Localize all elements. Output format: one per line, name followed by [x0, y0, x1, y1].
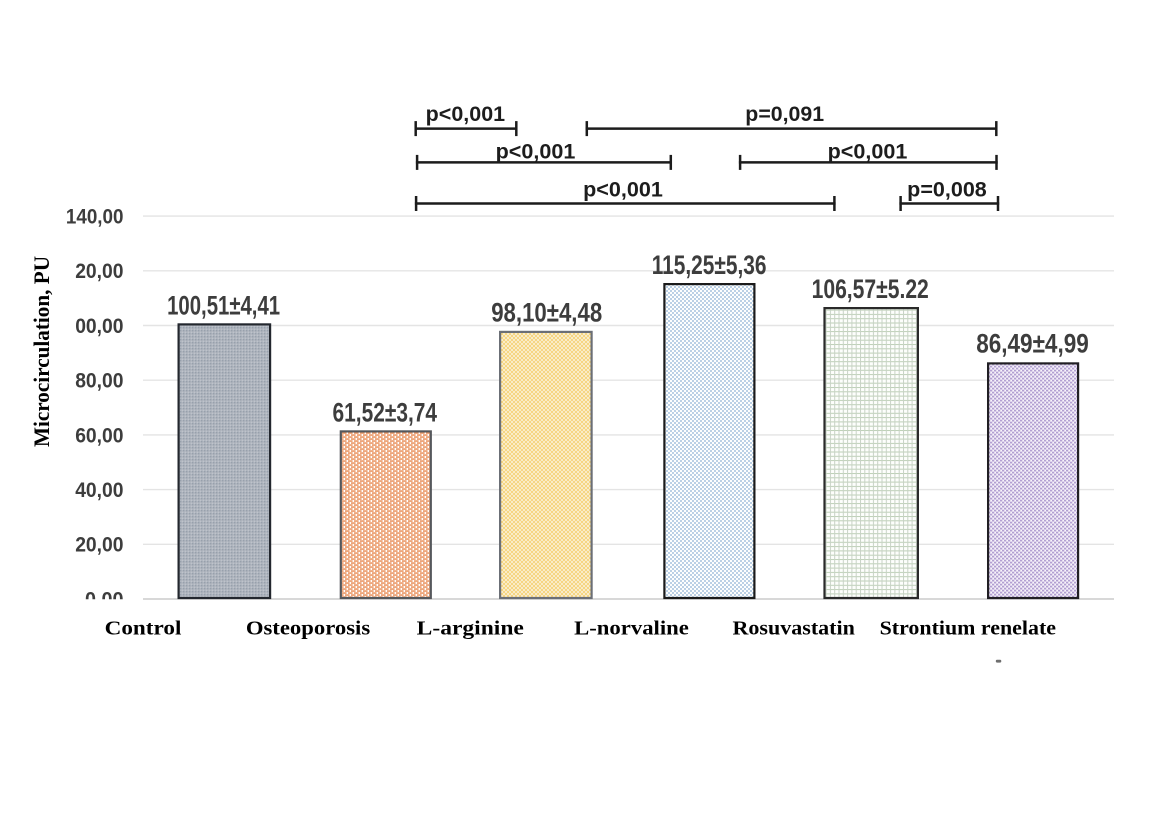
svg-text:Rosuvastatin: Rosuvastatin [733, 618, 855, 640]
svg-text:p<0,001: p<0,001 [426, 103, 506, 126]
svg-text:p<0,001: p<0,001 [583, 178, 663, 201]
svg-text:0,00: 0,00 [85, 589, 124, 612]
svg-text:L-norvaline: L-norvaline [574, 618, 689, 640]
svg-text:115,25±5,36: 115,25±5,36 [652, 250, 767, 280]
svg-text:p<0,001: p<0,001 [496, 141, 576, 164]
svg-text:40,00: 40,00 [75, 479, 123, 502]
svg-text:61,52±3,74: 61,52±3,74 [333, 398, 438, 428]
svg-text:00,00: 00,00 [75, 315, 123, 338]
svg-text:Osteoporosis: Osteoporosis [246, 618, 371, 640]
svg-text:p=0,091: p=0,091 [745, 103, 824, 126]
svg-text:Control: Control [105, 618, 182, 640]
svg-text:98,10±4,48: 98,10±4,48 [491, 297, 602, 327]
svg-text:Strontium renelate: Strontium renelate [880, 618, 1057, 640]
svg-text:80,00: 80,00 [75, 370, 123, 393]
svg-text:100,51±4,41: 100,51±4,41 [167, 290, 280, 320]
svg-text:20,00: 20,00 [75, 534, 123, 557]
svg-text:106,57±5.22: 106,57±5.22 [812, 274, 929, 304]
svg-text:60,00: 60,00 [75, 424, 123, 447]
svg-text:L-arginine: L-arginine [417, 618, 524, 640]
svg-text:86,49±4,99: 86,49±4,99 [976, 328, 1089, 358]
svg-text:p=0,008: p=0,008 [907, 178, 987, 201]
svg-text:Microcirculation, PU: Microcirculation, PU [29, 256, 54, 447]
svg-text:20,00: 20,00 [75, 260, 123, 283]
svg-text:140,00: 140,00 [66, 206, 124, 229]
svg-text:p<0,001: p<0,001 [828, 141, 908, 164]
